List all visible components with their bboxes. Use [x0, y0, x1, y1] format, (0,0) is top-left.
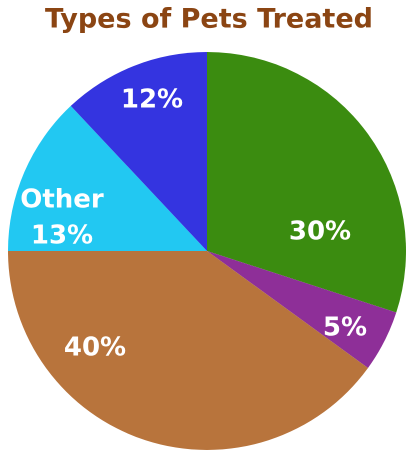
- pie-slice: [8, 105, 207, 251]
- value-label: 40%: [64, 333, 126, 363]
- value-label: 5%: [323, 313, 367, 343]
- pie-slice: [207, 251, 397, 368]
- pie-slice: [207, 52, 406, 313]
- value-label: 13%: [31, 221, 93, 251]
- value-label: 30%: [289, 217, 351, 247]
- category-label: Other: [20, 185, 104, 215]
- chart-title: Types of Pets Treated: [45, 4, 373, 35]
- pie-slice: [7, 251, 368, 450]
- labels: 30% 5% 40% Other 13% 12%: [20, 85, 367, 363]
- pie-slice: [70, 52, 208, 251]
- pie: [7, 52, 406, 450]
- value-label: 12%: [121, 85, 183, 115]
